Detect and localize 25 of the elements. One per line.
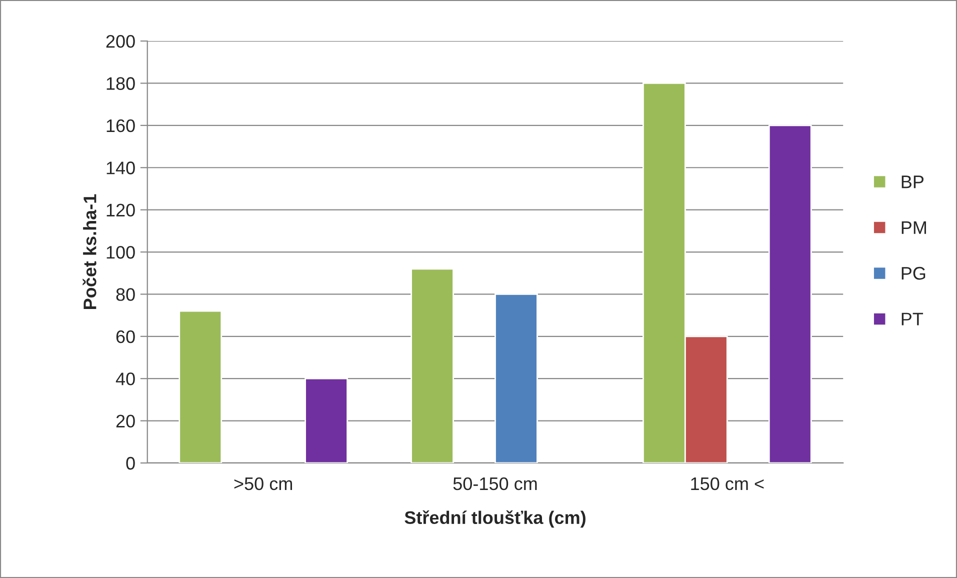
legend-label: PM — [902, 221, 926, 234]
y-tick-label: 200 — [106, 34, 135, 48]
y-tick-label: 60 — [116, 330, 135, 344]
y-tick-label: 100 — [106, 246, 135, 259]
legend-label: BP — [902, 176, 924, 188]
bar — [410, 268, 454, 463]
x-axis-title: Střední tloušťka (cm) — [404, 510, 586, 528]
y-axis-title: Počet ks.ha-1 — [82, 194, 96, 309]
bar — [178, 310, 222, 463]
bar — [494, 294, 538, 463]
legend-label: PT — [902, 312, 924, 326]
y-tick-label: 120 — [106, 204, 135, 217]
y-tick-label: 0 — [126, 456, 135, 470]
y-tick-label: 160 — [106, 119, 135, 132]
x-tick-label: 50-150 cm — [453, 477, 537, 490]
y-tick-label: 20 — [116, 414, 135, 428]
y-tick-label: 140 — [106, 162, 135, 174]
x-tick-label: 150 cm < — [691, 477, 764, 490]
y-tick-label: 180 — [106, 77, 135, 90]
bar — [768, 124, 812, 463]
x-tick-label: >50 cm — [234, 477, 292, 490]
bar — [304, 378, 348, 463]
y-tick-label: 40 — [116, 372, 135, 386]
y-tick-label: 80 — [116, 288, 135, 301]
legend-label: PG — [902, 266, 926, 280]
